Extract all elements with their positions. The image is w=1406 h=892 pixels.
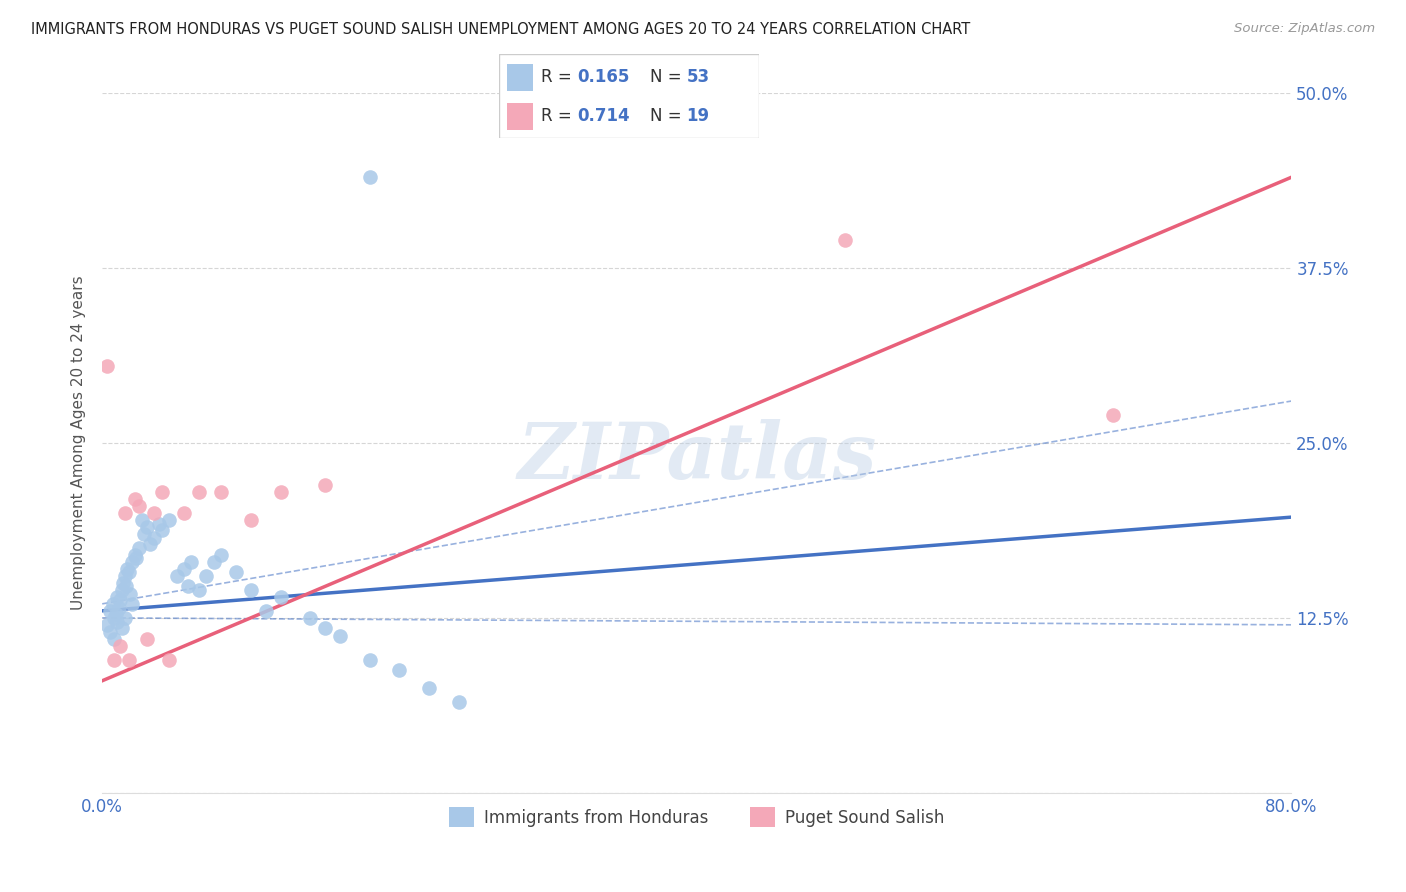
- Bar: [508, 103, 533, 130]
- Point: [209, 548, 232, 562]
- Point: [121, 555, 143, 569]
- Point: [135, 632, 157, 646]
- Point: [121, 597, 143, 611]
- Point: [114, 569, 136, 583]
- Point: [120, 587, 142, 601]
- Point: [270, 485, 292, 500]
- Point: [103, 632, 125, 646]
- Point: [225, 565, 247, 579]
- Point: [139, 537, 162, 551]
- Text: N =: N =: [650, 69, 688, 87]
- Point: [157, 653, 180, 667]
- Text: 0.714: 0.714: [578, 107, 630, 125]
- Point: [128, 541, 150, 555]
- Point: [359, 653, 381, 667]
- Point: [125, 550, 148, 565]
- Point: [131, 513, 153, 527]
- Text: N =: N =: [650, 107, 688, 125]
- Point: [254, 604, 277, 618]
- Text: Source: ZipAtlas.com: Source: ZipAtlas.com: [1234, 22, 1375, 36]
- Point: [447, 695, 470, 709]
- Point: [132, 527, 155, 541]
- Point: [124, 491, 146, 506]
- Point: [314, 621, 336, 635]
- Point: [143, 506, 166, 520]
- Text: 19: 19: [686, 107, 710, 125]
- Point: [98, 604, 121, 618]
- Point: [388, 663, 411, 677]
- Point: [157, 513, 180, 527]
- Point: [177, 579, 200, 593]
- Text: 53: 53: [686, 69, 710, 87]
- Point: [150, 523, 173, 537]
- Point: [173, 562, 195, 576]
- Point: [103, 611, 125, 625]
- Point: [108, 592, 131, 607]
- Point: [359, 170, 381, 185]
- Point: [195, 569, 218, 583]
- Point: [143, 531, 166, 545]
- Point: [270, 590, 292, 604]
- Point: [314, 478, 336, 492]
- Point: [299, 611, 322, 625]
- Point: [107, 601, 129, 615]
- Point: [110, 582, 132, 597]
- Text: 0.165: 0.165: [578, 69, 630, 87]
- Point: [117, 562, 139, 576]
- Point: [239, 513, 262, 527]
- Point: [1102, 408, 1125, 422]
- Point: [148, 517, 170, 532]
- Point: [118, 653, 141, 667]
- Point: [173, 506, 195, 520]
- Point: [111, 575, 134, 590]
- Point: [180, 555, 202, 569]
- Point: [118, 565, 141, 579]
- Point: [114, 506, 136, 520]
- Point: [128, 499, 150, 513]
- Point: [114, 611, 136, 625]
- Point: [187, 485, 209, 500]
- Text: R =: R =: [541, 107, 576, 125]
- Point: [101, 597, 124, 611]
- Legend: Immigrants from Honduras, Puget Sound Salish: Immigrants from Honduras, Puget Sound Sa…: [443, 801, 950, 833]
- Point: [104, 607, 127, 621]
- Point: [110, 621, 132, 635]
- Point: [239, 582, 262, 597]
- Y-axis label: Unemployment Among Ages 20 to 24 years: Unemployment Among Ages 20 to 24 years: [72, 276, 86, 610]
- Point: [209, 485, 232, 500]
- Bar: [508, 63, 533, 91]
- Point: [115, 579, 138, 593]
- Point: [96, 359, 118, 373]
- Point: [329, 629, 352, 643]
- Point: [108, 639, 131, 653]
- Point: [150, 485, 173, 500]
- Point: [135, 520, 157, 534]
- Point: [418, 681, 440, 695]
- FancyBboxPatch shape: [499, 54, 759, 138]
- Point: [834, 233, 856, 247]
- Text: IMMIGRANTS FROM HONDURAS VS PUGET SOUND SALISH UNEMPLOYMENT AMONG AGES 20 TO 24 : IMMIGRANTS FROM HONDURAS VS PUGET SOUND …: [31, 22, 970, 37]
- Point: [98, 624, 121, 639]
- Point: [166, 569, 188, 583]
- Point: [96, 617, 118, 632]
- Point: [103, 653, 125, 667]
- Point: [202, 555, 225, 569]
- Point: [124, 548, 146, 562]
- Text: R =: R =: [541, 69, 576, 87]
- Text: ZIPatlas: ZIPatlas: [517, 418, 876, 495]
- Point: [105, 590, 128, 604]
- Point: [105, 615, 128, 629]
- Point: [187, 582, 209, 597]
